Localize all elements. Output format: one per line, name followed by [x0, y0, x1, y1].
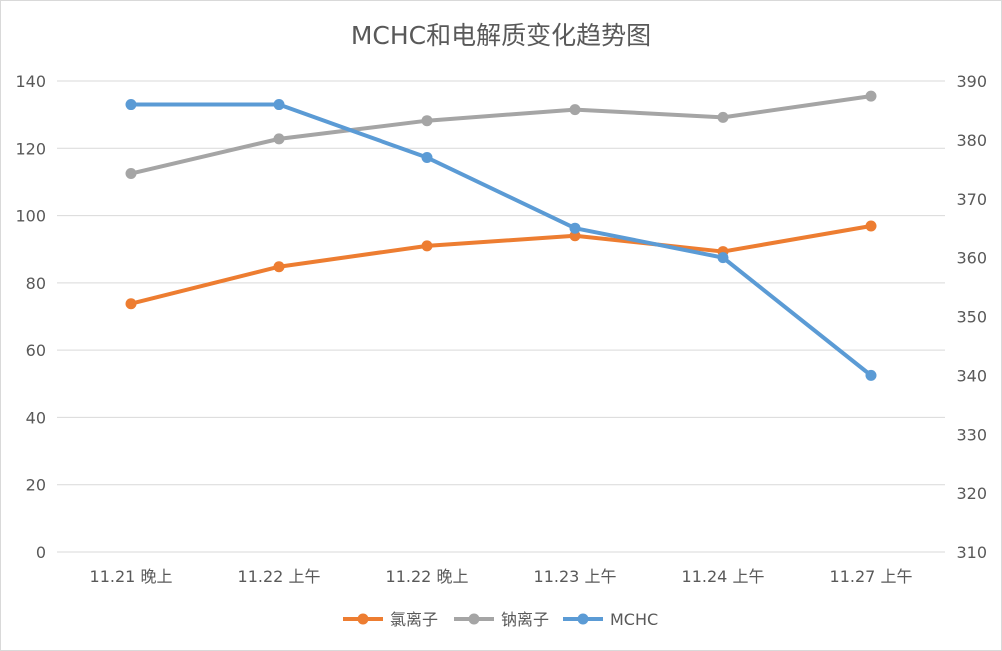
x-axis-category-label: 11.22 晚上	[386, 567, 469, 586]
right-axis-ticks: 310 320 330 340 350 360 370 380 390	[956, 72, 987, 562]
data-point-sodium	[421, 115, 433, 127]
legend-marker-icon	[357, 613, 369, 625]
series-layer	[125, 90, 877, 381]
right-axis-tick-label: 320	[956, 484, 987, 503]
data-point-sodium	[569, 104, 581, 116]
legend-label: MCHC	[610, 610, 658, 629]
data-point-chloride	[865, 220, 877, 232]
right-axis-tick-label: 310	[956, 543, 987, 562]
legend-label: 氯离子	[390, 610, 438, 629]
legend-item-mchc: MCHC	[563, 610, 658, 629]
data-point-mchc	[273, 99, 285, 111]
left-axis-tick-label: 100	[15, 207, 46, 226]
data-point-mchc	[865, 369, 877, 381]
left-axis-tick-label: 20	[26, 476, 46, 495]
right-axis-tick-label: 340	[956, 366, 987, 385]
data-point-sodium	[273, 133, 285, 145]
right-axis-tick-label: 360	[956, 249, 987, 268]
legend-marker-icon	[577, 613, 589, 625]
data-point-chloride	[569, 230, 581, 242]
left-axis-ticks: 0 20 40 60 80 100 120 140	[15, 72, 46, 562]
left-axis-tick-label: 120	[15, 139, 46, 158]
data-point-chloride	[125, 298, 137, 310]
series-chloride	[125, 220, 877, 310]
chart-title: MCHC和电解质变化趋势图	[351, 21, 651, 50]
data-point-chloride	[421, 240, 433, 252]
grid-lines	[57, 80, 945, 553]
right-axis-tick-label: 330	[956, 425, 987, 444]
left-axis-tick-label: 80	[26, 274, 46, 293]
series-line-sodium	[129, 94, 873, 176]
legend: 氯离子 钠离子 MCHC	[343, 610, 658, 629]
right-axis-tick-label: 350	[956, 308, 987, 327]
left-axis-tick-label: 140	[15, 72, 46, 91]
x-axis-category-label: 11.24 上午	[682, 567, 765, 586]
legend-label: 钠离子	[501, 610, 549, 629]
legend-item-chloride: 氯离子	[343, 610, 438, 629]
left-axis-tick-label: 40	[26, 408, 46, 427]
data-point-mchc	[125, 99, 137, 111]
data-point-sodium	[125, 168, 137, 180]
right-axis-tick-label: 390	[956, 72, 987, 91]
series-line-chloride	[129, 224, 873, 306]
data-point-chloride	[273, 261, 285, 273]
x-axis-category-label: 11.22 上午	[238, 567, 321, 586]
series-line-mchc	[129, 102, 873, 378]
legend-marker-icon	[468, 613, 480, 625]
right-axis-tick-label: 380	[956, 131, 987, 150]
legend-item-sodium: 钠离子	[454, 610, 549, 629]
data-point-mchc	[569, 222, 581, 234]
data-point-sodium	[865, 90, 877, 102]
x-axis-category-label: 11.23 上午	[534, 567, 617, 586]
series-mchc	[125, 99, 877, 381]
data-point-sodium	[717, 111, 729, 123]
x-axis-ticks: 11.21 晚上 11.22 上午 11.22 晚上 11.23 上午 11.24 上午…	[90, 567, 913, 586]
x-axis-category-label: 11.27 上午	[830, 567, 913, 586]
left-axis-tick-label: 60	[26, 341, 46, 360]
right-axis-tick-label: 370	[956, 190, 987, 209]
data-point-mchc	[717, 252, 729, 264]
x-axis-category-label: 11.21 晚上	[90, 567, 173, 586]
data-point-mchc	[421, 152, 433, 164]
series-sodium	[125, 90, 877, 180]
left-axis-tick-label: 0	[36, 543, 46, 562]
